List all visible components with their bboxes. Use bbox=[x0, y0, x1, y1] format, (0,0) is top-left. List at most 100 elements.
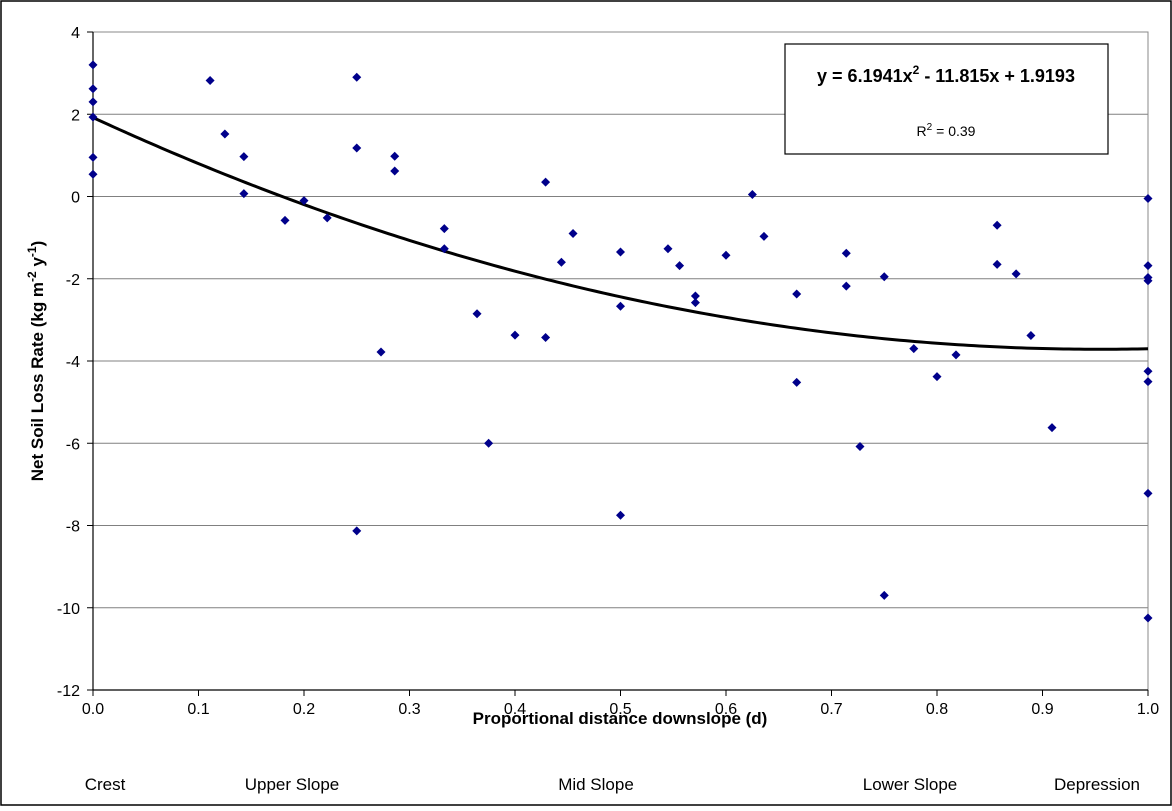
y-tick-label: -10 bbox=[57, 601, 80, 618]
equation-box-border bbox=[784, 43, 1109, 155]
x-tick-labels: 0.0 0.1 0.2 0.3 0.4 0.5 0.6 0.7 0.8 0.9 1.0 bbox=[82, 701, 1159, 718]
category-upper-slope: Upper Slope bbox=[245, 775, 340, 794]
x-tick-label: 0.3 bbox=[398, 701, 420, 718]
data-point bbox=[88, 97, 98, 107]
data-point bbox=[616, 510, 625, 520]
x-tick-label: 0.0 bbox=[82, 701, 104, 718]
data-point bbox=[792, 289, 802, 299]
data-point bbox=[1011, 269, 1021, 279]
r-squared-label: R2 = 0.39 bbox=[917, 122, 976, 139]
data-point bbox=[472, 309, 482, 319]
data-point bbox=[1026, 331, 1036, 341]
data-point bbox=[992, 259, 1002, 269]
y-tick-label: -2 bbox=[66, 272, 80, 289]
data-point bbox=[792, 377, 802, 387]
y-tick-label: 0 bbox=[71, 190, 80, 207]
data-point bbox=[1047, 423, 1057, 433]
data-point bbox=[484, 438, 494, 448]
data-point bbox=[541, 333, 551, 343]
trendline-layer bbox=[92, 116, 1149, 351]
data-point bbox=[675, 261, 685, 271]
data-point bbox=[280, 215, 290, 225]
data-point bbox=[439, 244, 449, 254]
slope-position-labels: Crest Upper Slope Mid Slope Lower Slope … bbox=[85, 775, 1140, 794]
data-point bbox=[663, 244, 673, 254]
data-point bbox=[759, 231, 769, 241]
x-tick-label: 0.5 bbox=[609, 701, 631, 718]
y-tick-label: 2 bbox=[71, 107, 80, 124]
y-tick-label: -6 bbox=[66, 436, 80, 453]
data-point bbox=[1143, 377, 1153, 387]
data-point bbox=[841, 248, 851, 258]
trendline-equation: y = 6.1941x2 - 11.815x + 1.9193 bbox=[817, 63, 1075, 86]
data-point bbox=[376, 347, 386, 357]
data-point bbox=[352, 526, 362, 536]
data-point bbox=[352, 72, 362, 82]
data-point bbox=[841, 281, 851, 291]
data-point bbox=[88, 112, 98, 122]
data-point bbox=[439, 224, 449, 234]
y-tick-labels: 4 2 0 -2 -4 -6 -8 -10 -12 bbox=[57, 25, 80, 700]
data-point bbox=[1143, 488, 1153, 498]
data-points bbox=[88, 60, 1153, 623]
category-crest: Crest bbox=[85, 775, 126, 794]
x-tick-label: 0.1 bbox=[187, 701, 209, 718]
data-point bbox=[568, 229, 578, 239]
category-depression: Depression bbox=[1054, 775, 1140, 794]
data-point bbox=[909, 344, 919, 354]
data-point bbox=[690, 298, 700, 308]
data-point bbox=[879, 590, 889, 600]
data-point bbox=[88, 169, 98, 179]
data-point bbox=[322, 213, 332, 223]
category-mid-slope: Mid Slope bbox=[558, 775, 634, 794]
data-point bbox=[690, 291, 700, 301]
x-tick-label: 1.0 bbox=[1137, 701, 1159, 718]
trendline bbox=[92, 116, 1149, 351]
data-point bbox=[932, 372, 942, 382]
data-point bbox=[390, 151, 400, 161]
x-tick-label: 0.7 bbox=[820, 701, 842, 718]
data-point bbox=[721, 250, 731, 260]
y-tick-label: -4 bbox=[66, 354, 80, 371]
data-point bbox=[352, 143, 362, 153]
data-point bbox=[205, 76, 215, 86]
data-point bbox=[541, 177, 551, 187]
data-point bbox=[992, 220, 1002, 230]
x-tick-label: 0.6 bbox=[715, 701, 737, 718]
x-axis-label: Proportional distance downslope (d) bbox=[473, 709, 768, 728]
x-tick-label: 0.4 bbox=[504, 701, 526, 718]
data-point bbox=[510, 330, 520, 340]
data-point bbox=[855, 442, 865, 452]
data-point bbox=[747, 189, 757, 199]
category-lower-slope: Lower Slope bbox=[863, 775, 958, 794]
data-point bbox=[616, 301, 625, 311]
x-tick-label: 0.8 bbox=[926, 701, 948, 718]
x-tick-label: 0.9 bbox=[1031, 701, 1053, 718]
data-point bbox=[1143, 276, 1153, 286]
data-point bbox=[1143, 366, 1153, 376]
data-point bbox=[88, 152, 98, 162]
data-point bbox=[1143, 194, 1153, 204]
data-point bbox=[951, 350, 961, 360]
axes bbox=[87, 31, 1149, 696]
data-point bbox=[220, 129, 230, 139]
y-tick-label: -8 bbox=[66, 519, 80, 536]
data-point bbox=[390, 166, 400, 176]
equation-box: y = 6.1941x2 - 11.815x + 1.9193 R2 = 0.3… bbox=[784, 43, 1109, 155]
data-point bbox=[556, 257, 566, 267]
data-point bbox=[616, 247, 625, 257]
data-point bbox=[239, 189, 249, 199]
data-point bbox=[299, 196, 309, 206]
data-point bbox=[88, 84, 98, 94]
y-tick-label: -12 bbox=[57, 683, 80, 700]
data-point bbox=[879, 272, 889, 282]
data-point bbox=[88, 60, 98, 70]
y-axis-label: Net Soil Loss Rate (kg m-2 y-1) bbox=[25, 241, 47, 482]
data-point bbox=[1143, 613, 1153, 623]
data-point bbox=[239, 152, 249, 162]
data-point bbox=[1143, 261, 1153, 271]
x-tick-label: 0.2 bbox=[293, 701, 315, 718]
y-tick-label: 4 bbox=[71, 25, 80, 42]
